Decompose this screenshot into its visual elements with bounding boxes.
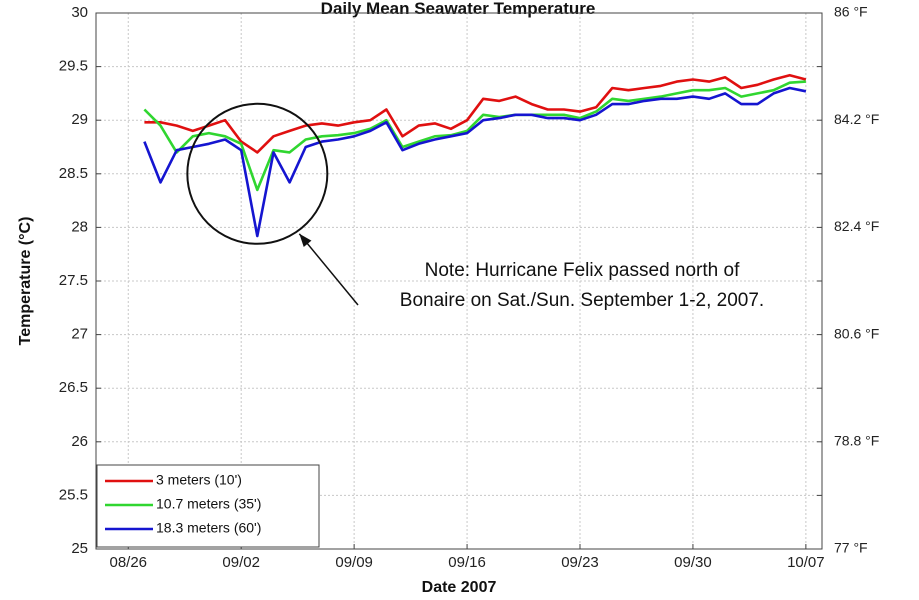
series-line-2 <box>143 80 806 192</box>
x-tick-label: 09/16 <box>448 554 486 571</box>
y2-tick-label: 84.2 °F <box>834 111 879 127</box>
annotation-circle <box>186 102 329 245</box>
series-lines <box>143 73 807 238</box>
y-tick-label: 26.5 <box>59 379 88 396</box>
hurricane-annotation: Note: Hurricane Felix passed north of Bo… <box>186 102 764 311</box>
x-tick-label: 09/02 <box>222 554 260 571</box>
annotation-arrowhead <box>299 233 312 248</box>
annotation-arrow <box>298 233 359 306</box>
series-line-1 <box>144 73 807 154</box>
x-tick-label: 09/09 <box>335 554 373 571</box>
y-axis-title: Temperature (°C) <box>17 217 34 346</box>
annotation-text-line-2: Bonaire on Sat./Sun. September 1-2, 2007… <box>400 290 764 311</box>
y-tick-label: 25 <box>71 540 88 557</box>
y-tick-label: 27 <box>71 326 88 343</box>
y2-tick-label: 78.8 °F <box>834 433 879 449</box>
y2-tick-label: 77 °F <box>834 540 868 556</box>
right-axis-ticks: 77 °F 78.8 °F 80.6 °F 82.4 °F 84.2 °F 86 °F <box>834 4 879 556</box>
x-tick-label: 10/07 <box>787 554 825 571</box>
y-tick-label: 28.5 <box>59 165 88 182</box>
x-axis-title: Date 2007 <box>422 579 497 596</box>
y-tick-label: 29.5 <box>59 58 88 75</box>
legend-label-1: 3 meters (10') <box>156 472 242 488</box>
annotation-text-line-1: Note: Hurricane Felix passed north of <box>425 260 740 281</box>
y-tick-label: 26 <box>71 433 88 450</box>
series-line-3 <box>143 86 807 238</box>
x-tick-label: 09/30 <box>674 554 712 571</box>
y-tick-label: 25.5 <box>59 486 88 503</box>
y-tick-label: 30 <box>71 4 88 21</box>
y-tick-label: 27.5 <box>59 272 88 289</box>
y2-tick-label: 80.6 °F <box>834 325 879 341</box>
x-tick-label: 08/26 <box>109 554 147 571</box>
legend: 3 meters (10') 10.7 meters (35') 18.3 mete… <box>96 464 320 548</box>
x-axis-ticks: 08/26 09/02 09/09 09/16 09/23 09/30 10/07 <box>109 544 825 571</box>
legend-label-2: 10.7 meters (35') <box>156 496 261 512</box>
y2-tick-label: 86 °F <box>834 4 868 20</box>
grid-lines <box>96 12 822 550</box>
left-axis-ticks: 25 25.5 26 26.5 27 27.5 28 28.5 29 29.5 30 <box>59 4 822 557</box>
y-tick-label: 29 <box>71 111 88 128</box>
x-tick-label: 09/23 <box>561 554 599 571</box>
y2-tick-label: 82.4 °F <box>834 218 879 234</box>
legend-label-3: 18.3 meters (60') <box>156 520 261 536</box>
y-tick-label: 28 <box>71 218 88 235</box>
chart-title: Daily Mean Seawater Temperature <box>321 0 596 18</box>
